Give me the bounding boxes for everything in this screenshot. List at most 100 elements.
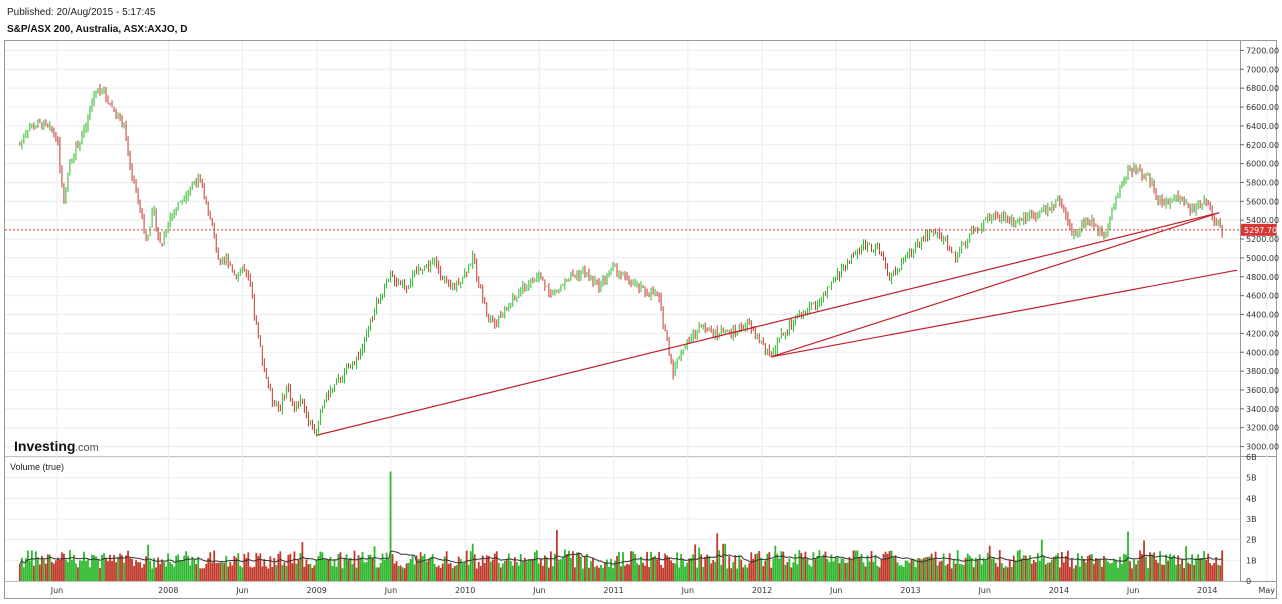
volume-bar <box>269 556 272 581</box>
volume-bar <box>898 565 901 581</box>
volume-bar <box>1121 564 1123 581</box>
volume-bar <box>1020 558 1023 581</box>
volume-bar <box>81 560 83 581</box>
volume-bar <box>892 556 895 581</box>
volume-bar <box>411 555 414 581</box>
volume-bar <box>18 564 21 581</box>
volume-bar <box>107 561 109 581</box>
volume-bar <box>970 557 973 581</box>
volume-bar <box>237 552 240 581</box>
volume-bar <box>207 558 210 581</box>
volume-bar <box>680 554 683 581</box>
volume-bar <box>449 563 452 581</box>
volume-bar <box>1187 562 1190 581</box>
volume-bar <box>447 563 450 581</box>
volume-bar <box>1179 564 1182 581</box>
volume-bar <box>792 562 795 581</box>
volume-bar <box>1129 561 1131 581</box>
published-timestamp: Published: 20/Aug/2015 - 5:17:45 <box>7 7 156 18</box>
volume-bar <box>327 558 330 581</box>
volume-tick-label: 5B <box>1246 474 1257 483</box>
volume-bar <box>391 554 394 581</box>
volume-bar <box>648 567 650 581</box>
volume-bar <box>177 554 180 581</box>
volume-bar <box>1028 555 1031 581</box>
volume-bar <box>71 559 73 581</box>
volume-bar <box>780 551 783 581</box>
volume-bar <box>774 545 777 581</box>
volume-bar <box>239 565 242 581</box>
volume-bar <box>1181 559 1184 581</box>
volume-bar <box>1203 551 1206 581</box>
volume-bar <box>636 563 638 581</box>
volume-bar <box>950 568 953 581</box>
volume-bar <box>373 546 376 581</box>
volume-bar <box>517 565 520 581</box>
volume-bar <box>121 555 123 581</box>
volume-bar <box>600 564 602 581</box>
trendline <box>770 269 1238 358</box>
volume-bar <box>668 557 671 581</box>
volume-bar <box>317 556 320 581</box>
volume-bar <box>123 562 125 581</box>
volume-bar <box>539 558 542 581</box>
volume-bar <box>856 550 859 581</box>
price-axis-box <box>1240 40 1277 457</box>
volume-bar <box>934 551 937 581</box>
volume-bar <box>163 562 166 581</box>
price-tick-label: 3600.00 <box>1246 386 1279 395</box>
volume-bar <box>34 551 37 581</box>
volume-bar <box>549 551 552 581</box>
volume-tick-label: 2B <box>1246 536 1257 545</box>
volume-bar <box>788 558 791 581</box>
volume-bar <box>93 555 95 581</box>
volume-bar <box>32 565 35 581</box>
current-price-tag <box>1241 223 1276 236</box>
volume-bar <box>253 566 256 581</box>
volume-bar <box>523 557 526 581</box>
volume-bar <box>303 566 306 581</box>
volume-bar <box>882 554 885 581</box>
volume-bar <box>1038 560 1041 581</box>
volume-bar <box>1066 550 1069 581</box>
volume-bar <box>259 553 262 581</box>
volume-bar <box>1085 562 1087 581</box>
time-tick-label: May <box>1258 586 1275 595</box>
volume-bar <box>1201 557 1204 581</box>
volume-bar <box>211 562 214 581</box>
volume-bar <box>914 567 917 581</box>
volume-bar <box>59 559 61 581</box>
volume-bar <box>73 554 75 581</box>
volume-bar <box>409 559 412 581</box>
volume-bar <box>832 561 835 581</box>
volume-bar <box>708 555 711 581</box>
volume-bar <box>650 551 652 581</box>
volume-bar <box>1217 564 1220 581</box>
volume-bar <box>1109 563 1111 581</box>
volume-bar <box>89 567 91 581</box>
volume-bar <box>758 550 761 581</box>
volume-bar <box>916 558 919 581</box>
volume-bar <box>249 566 252 581</box>
volume-bar <box>1115 560 1117 581</box>
volume-bar <box>1157 562 1159 581</box>
volume-bar <box>972 567 975 581</box>
volume-bar <box>1139 550 1141 581</box>
volume-bar <box>115 562 117 581</box>
volume-bar <box>171 563 174 581</box>
volume-bar <box>169 561 172 581</box>
volume-bar <box>604 562 606 581</box>
volume-bar <box>313 565 316 581</box>
volume-bar <box>740 559 743 581</box>
volume-bar <box>393 563 396 581</box>
volume-bar <box>658 551 660 581</box>
volume-bar <box>151 568 154 581</box>
volume-bar <box>968 555 971 581</box>
volume-bar <box>423 553 426 581</box>
volume-bar <box>149 560 151 581</box>
volume-bar <box>367 554 370 581</box>
volume-bar <box>403 568 406 581</box>
volume-bar <box>101 554 103 581</box>
volume-bar <box>1093 563 1095 581</box>
price-tick-label: 3000.00 <box>1246 443 1279 452</box>
